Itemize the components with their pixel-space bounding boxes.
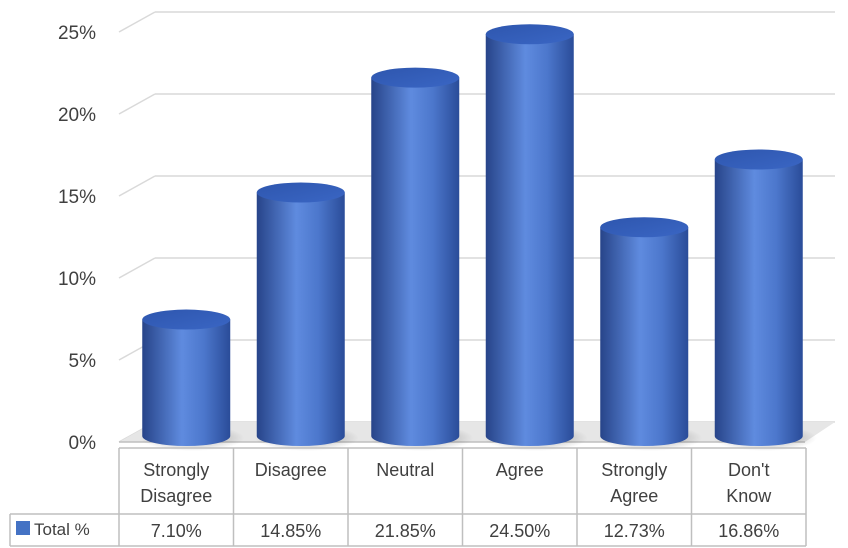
category-label: Disagree <box>255 460 327 480</box>
gridline-side <box>118 175 156 197</box>
data-label: 7.10% <box>151 521 202 541</box>
data-label: 24.50% <box>489 521 550 541</box>
data-label: 16.86% <box>718 521 779 541</box>
y-tick-label: 5% <box>69 351 97 372</box>
data-label: 12.73% <box>604 521 665 541</box>
bar-5 <box>598 217 703 451</box>
y-axis-ticks: 0% 5% 10% 15% 20% 25% <box>58 23 96 454</box>
bar-2 <box>254 182 359 451</box>
bar-1 <box>140 309 245 451</box>
bar-body <box>256 192 345 447</box>
bar-top <box>371 67 460 88</box>
bar-top <box>142 309 231 330</box>
category-label: Disagree <box>140 486 212 506</box>
bar-top <box>714 149 803 170</box>
data-table: Strongly Disagree Disagree Neutral Agree Stro… <box>9 447 807 547</box>
legend-label: Total % <box>34 520 90 539</box>
category-label: Know <box>726 486 772 506</box>
data-label: 14.85% <box>260 521 321 541</box>
category-label: Strongly <box>143 460 209 480</box>
bar-3 <box>369 67 474 451</box>
bar-body <box>371 77 460 447</box>
category-label: Neutral <box>376 460 434 480</box>
gridline-side <box>118 257 156 279</box>
y-tick-label: 0% <box>69 433 97 454</box>
y-tick-label: 10% <box>58 269 96 290</box>
bar-body <box>485 34 574 447</box>
category-label: Agree <box>610 486 658 506</box>
bar-6 <box>712 149 817 451</box>
category-label: Agree <box>496 460 544 480</box>
bar-body <box>142 319 231 446</box>
bar-body <box>714 159 803 447</box>
bar-top <box>256 182 345 203</box>
bar-body <box>600 227 689 447</box>
data-label: 21.85% <box>375 521 436 541</box>
y-tick-label: 25% <box>58 23 96 44</box>
bars <box>140 24 817 451</box>
bar-4 <box>483 24 588 451</box>
category-label: Don't <box>728 460 769 480</box>
y-tick-label: 20% <box>58 105 96 126</box>
gridline-side <box>118 11 156 33</box>
bar-top <box>600 217 689 238</box>
gridline-side <box>118 93 156 115</box>
category-label: Strongly <box>601 460 667 480</box>
y-tick-label: 15% <box>58 187 96 208</box>
legend-swatch <box>16 521 30 535</box>
bar-top <box>485 24 574 45</box>
